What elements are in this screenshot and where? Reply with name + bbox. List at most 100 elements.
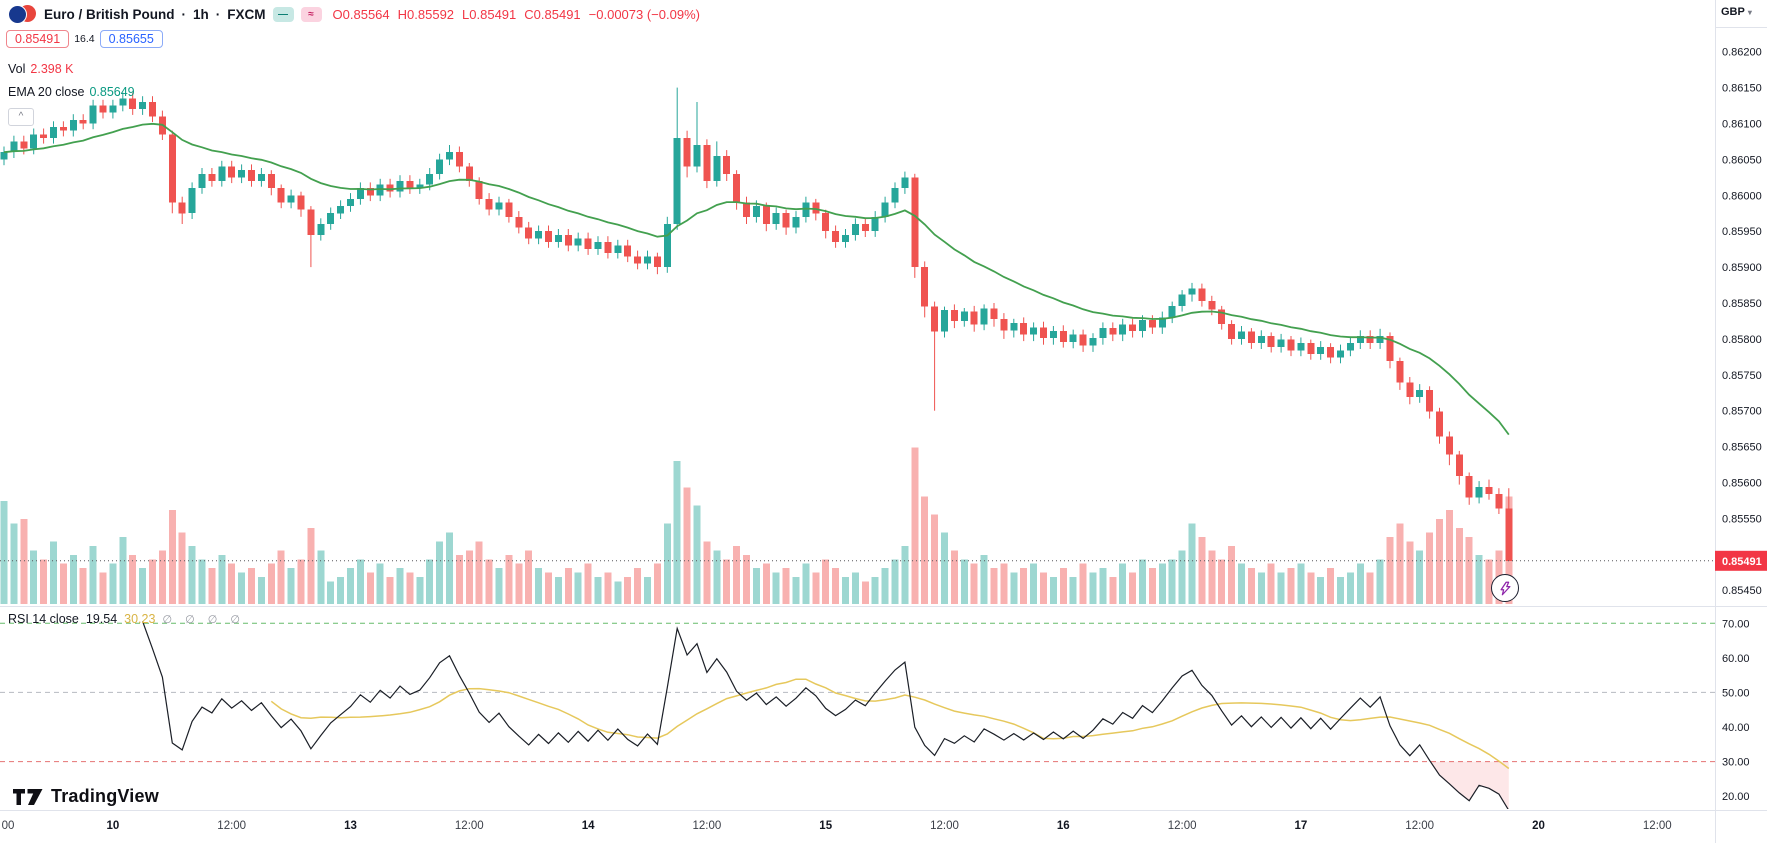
buy-button[interactable]: 0.85655 — [99, 30, 163, 48]
volume-bar — [1307, 572, 1315, 604]
volume-bar — [891, 559, 899, 604]
tradingview-logo[interactable]: TradingView — [12, 786, 159, 807]
candle-body — [762, 206, 770, 225]
volume-bar — [673, 460, 681, 604]
volume-bar — [1426, 532, 1434, 604]
volume-bar — [50, 541, 57, 604]
volume-legend[interactable]: Vol 2.398 K — [8, 62, 73, 76]
volume-bar — [1218, 559, 1226, 604]
rsi-line — [142, 621, 1509, 809]
volume-bar — [218, 554, 226, 604]
candle-body — [1020, 323, 1028, 335]
candle-body — [1069, 334, 1077, 342]
price-tick-label: 0.86000 — [1722, 190, 1762, 202]
volume-bar — [1079, 563, 1087, 604]
volume-bar — [1475, 554, 1483, 604]
volume-bar — [911, 447, 919, 604]
candle-body — [772, 213, 780, 224]
volume-bar — [634, 568, 642, 604]
price-axis[interactable] — [1715, 0, 1767, 810]
trade-widget: 0.85491 16.4 0.85655 — [6, 30, 163, 48]
rsi-tick-label: 20.00 — [1722, 791, 1750, 803]
volume-bar — [1099, 568, 1107, 604]
candle-body — [1049, 331, 1057, 339]
candle-body — [752, 206, 760, 217]
volume-bar — [0, 501, 8, 604]
volume-bar — [228, 563, 236, 604]
quick-trade-lightning-button[interactable] — [1491, 574, 1519, 602]
volume-bar — [366, 572, 374, 604]
volume-bar — [1445, 510, 1453, 604]
candle-wick — [310, 206, 312, 268]
candle-body — [1346, 343, 1354, 351]
volume-bar — [941, 532, 948, 604]
candle-body — [871, 216, 879, 232]
symbol-title[interactable]: Euro / British Pound — [44, 6, 175, 22]
candle-body — [832, 231, 840, 242]
candle-body — [1396, 361, 1404, 383]
candle-body — [1059, 331, 1067, 342]
candle-body — [1030, 327, 1038, 335]
candle-body — [891, 188, 899, 203]
rsi-legend[interactable]: RSI 14 close 19.54 30.23 ∅ ∅ ∅ ∅ — [8, 612, 245, 626]
candle-body — [89, 105, 97, 124]
candle-body — [1376, 336, 1384, 344]
volume-bar — [109, 563, 117, 604]
candle-body — [842, 234, 849, 242]
indicator-chip-1[interactable]: — — [272, 6, 294, 22]
candle-body — [693, 145, 701, 167]
candle-body — [1475, 486, 1483, 498]
volume-bar — [1287, 568, 1295, 604]
volume-bar — [564, 568, 572, 604]
volume-bar — [1049, 577, 1057, 604]
price-tick-label: 0.85700 — [1722, 406, 1762, 418]
candle-body — [406, 180, 414, 189]
candle-body — [79, 119, 87, 124]
candle-body — [911, 177, 919, 268]
price-tick-label: 0.86200 — [1722, 47, 1762, 59]
candle-body — [208, 173, 216, 181]
volume-bar — [802, 563, 810, 604]
price-tick-label: 0.86050 — [1722, 154, 1762, 166]
volume-bar — [10, 523, 18, 604]
symbol-legend[interactable]: Euro / British Pound · 1h · FXCM — ≈ O0.… — [8, 5, 700, 24]
volume-bar — [1188, 523, 1196, 604]
candle-body — [535, 231, 543, 239]
candle-body — [1168, 305, 1176, 318]
volume-bar — [1485, 559, 1493, 604]
candle-body — [40, 134, 48, 138]
candle-body — [50, 127, 57, 138]
volume-bar — [208, 568, 216, 604]
interval-label[interactable]: 1h — [193, 6, 209, 22]
volume-bar — [307, 527, 315, 604]
rsi-tick-label: 40.00 — [1722, 722, 1750, 734]
volume-bar — [604, 572, 612, 604]
separator-dot: · — [215, 6, 221, 22]
volume-bar — [20, 519, 28, 604]
candle-body — [436, 159, 444, 174]
candle-body — [416, 184, 424, 189]
volume-bar — [594, 577, 602, 604]
ema-legend[interactable]: EMA 20 close 0.85649 — [8, 85, 135, 99]
candle-body — [653, 256, 661, 268]
candle-body — [960, 311, 968, 321]
candle-body — [802, 202, 810, 217]
candle-body — [1119, 324, 1127, 335]
volume-bar — [1158, 563, 1166, 604]
currency-axis-button[interactable]: GBP ▾ — [1721, 6, 1752, 18]
candle-body — [119, 98, 127, 106]
volume-bar — [267, 563, 275, 604]
candle-body — [703, 145, 711, 181]
volume-bar — [990, 568, 998, 604]
volume-bar — [812, 572, 820, 604]
volume-bar — [356, 559, 364, 604]
price-tick-label: 0.85800 — [1722, 334, 1762, 346]
candle-body — [455, 152, 463, 167]
volume-bar — [1129, 572, 1137, 604]
sell-button[interactable]: 0.85491 — [6, 30, 70, 48]
indicator-chip-2[interactable]: ≈ — [300, 6, 322, 22]
time-axis[interactable] — [0, 810, 1767, 843]
candle-body — [287, 195, 295, 203]
pane-collapse-button[interactable]: ^ — [8, 108, 34, 126]
